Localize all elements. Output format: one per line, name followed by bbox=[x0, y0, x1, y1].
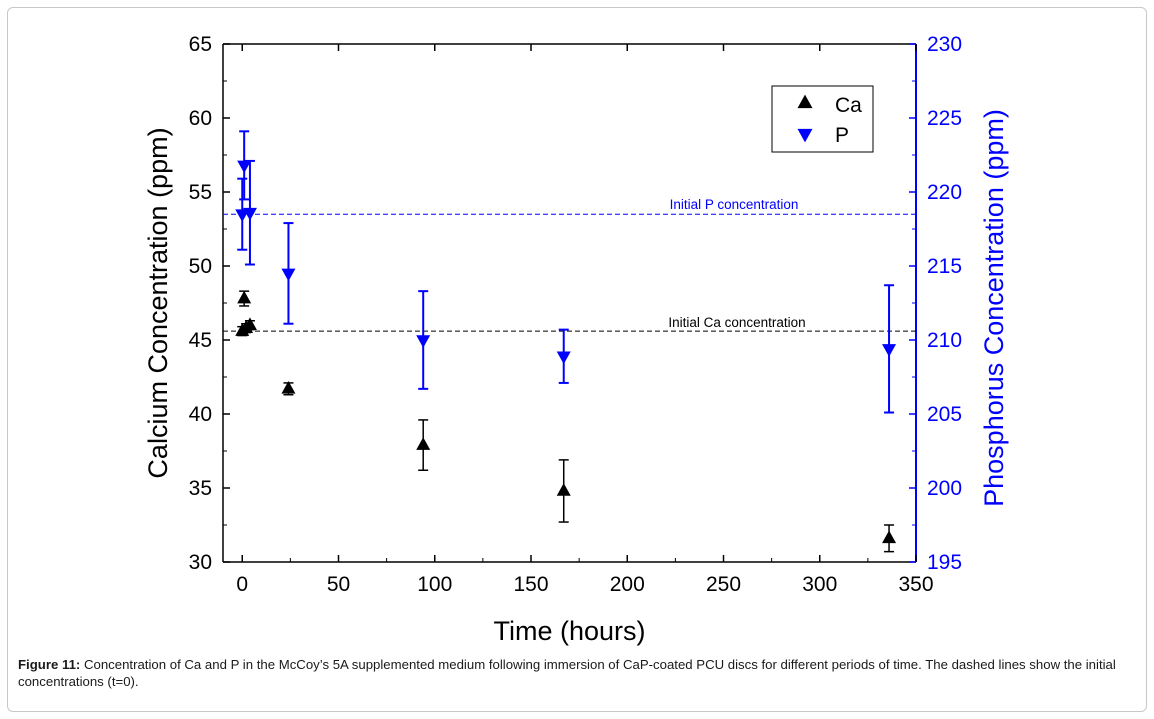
reference-line-label: Initial P concentration bbox=[670, 197, 799, 212]
legend-marker-p bbox=[797, 128, 813, 143]
y-left-tick-label: 55 bbox=[189, 181, 212, 204]
x-tick-label: 200 bbox=[610, 573, 645, 596]
data-point-ca bbox=[882, 530, 897, 544]
caption-label: Figure 11: bbox=[18, 657, 81, 672]
caption-text: Concentration of Ca and P in the McCoy’s… bbox=[18, 657, 1116, 689]
data-point-p bbox=[556, 351, 571, 365]
x-tick-label: 250 bbox=[706, 573, 741, 596]
y-left-tick-label: 60 bbox=[189, 107, 212, 130]
reference-line-label: Initial Ca concentration bbox=[668, 315, 805, 330]
dual-axis-scatter-chart: 0 50 100 150 200 250 300 350 30 35 40 45 50 55 60 65 195… bbox=[143, 33, 1009, 646]
legend-marker-ca bbox=[797, 94, 813, 109]
y-right-tick-label: 230 bbox=[927, 33, 962, 56]
y-right-tick-label: 200 bbox=[927, 477, 962, 500]
data-point-ca bbox=[281, 381, 296, 394]
x-tick-label: 50 bbox=[327, 573, 350, 596]
y-right-axis-title: Phosphorus Concentration (ppm) bbox=[979, 109, 1009, 507]
y-right-tick-label: 220 bbox=[927, 181, 962, 204]
x-tick-label: 150 bbox=[513, 573, 548, 596]
data-point-ca bbox=[237, 290, 252, 304]
data-point-p bbox=[242, 207, 257, 221]
data-point-ca bbox=[242, 317, 257, 330]
legend-box bbox=[771, 85, 874, 153]
y-right-tick-label: 215 bbox=[927, 255, 962, 278]
y-left-axis-title: Calcium Concentration (ppm) bbox=[143, 127, 173, 478]
x-tick-label: 300 bbox=[802, 573, 837, 596]
x-tick-label: 350 bbox=[898, 573, 933, 596]
data-point-p bbox=[882, 344, 897, 357]
data-point-p bbox=[416, 335, 431, 348]
x-tick-label: 100 bbox=[417, 573, 452, 596]
data-point-ca bbox=[416, 437, 431, 450]
y-left-tick-label: 65 bbox=[189, 33, 212, 56]
data-point-ca bbox=[556, 483, 571, 496]
y-right-tick-label: 225 bbox=[927, 107, 962, 130]
y-left-tick-label: 45 bbox=[189, 329, 212, 352]
y-right-tick-label: 195 bbox=[927, 551, 962, 574]
x-tick-label: 0 bbox=[236, 573, 248, 596]
figure-frame bbox=[7, 7, 1147, 712]
y-left-tick-label: 30 bbox=[189, 551, 212, 574]
y-left-tick-label: 40 bbox=[189, 403, 212, 426]
y-right-tick-label: 205 bbox=[927, 403, 962, 426]
legend-label-p: P bbox=[835, 124, 849, 147]
data-point-p bbox=[237, 160, 252, 174]
y-left-tick-label: 50 bbox=[189, 255, 212, 278]
legend-label-ca: Ca bbox=[835, 94, 862, 117]
figure-caption: Figure 11: Concentration of Ca and P in … bbox=[18, 656, 1140, 690]
y-right-tick-label: 210 bbox=[927, 329, 962, 352]
data-point-p bbox=[281, 268, 296, 282]
x-axis-title: Time (hours) bbox=[493, 616, 645, 646]
y-left-tick-label: 35 bbox=[189, 477, 212, 500]
